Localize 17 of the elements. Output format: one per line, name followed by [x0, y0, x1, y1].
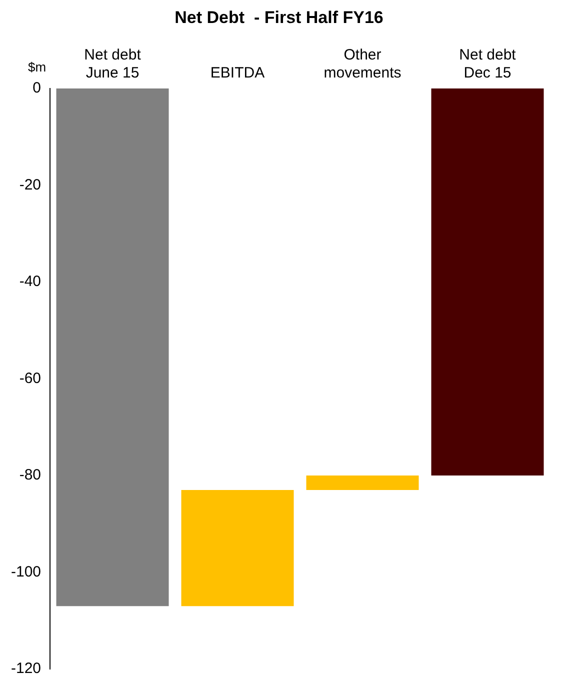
x-tick-label: Net debt Dec 15 — [459, 46, 517, 82]
bar — [56, 88, 169, 606]
y-tick-label: -60 — [19, 370, 42, 387]
y-tick-label: -80 — [19, 466, 42, 484]
chart-title: Net Debt - First Half FY16 — [174, 8, 384, 27]
bar — [431, 88, 544, 476]
y-tick-label: -120 — [10, 660, 42, 678]
y-tick-label: 0 — [32, 80, 42, 97]
y-tick-label: -40 — [19, 273, 42, 290]
y-axis-title: $m — [28, 59, 46, 74]
x-tick-label: Other movements — [324, 46, 402, 82]
x-tick-label: Net debt June 15 — [84, 46, 142, 82]
bar — [306, 475, 419, 490]
y-tick-label: -100 — [10, 563, 42, 580]
y-tick-label: -20 — [19, 176, 42, 194]
x-tick-label: EBITDA — [210, 64, 265, 82]
bar — [181, 490, 294, 606]
